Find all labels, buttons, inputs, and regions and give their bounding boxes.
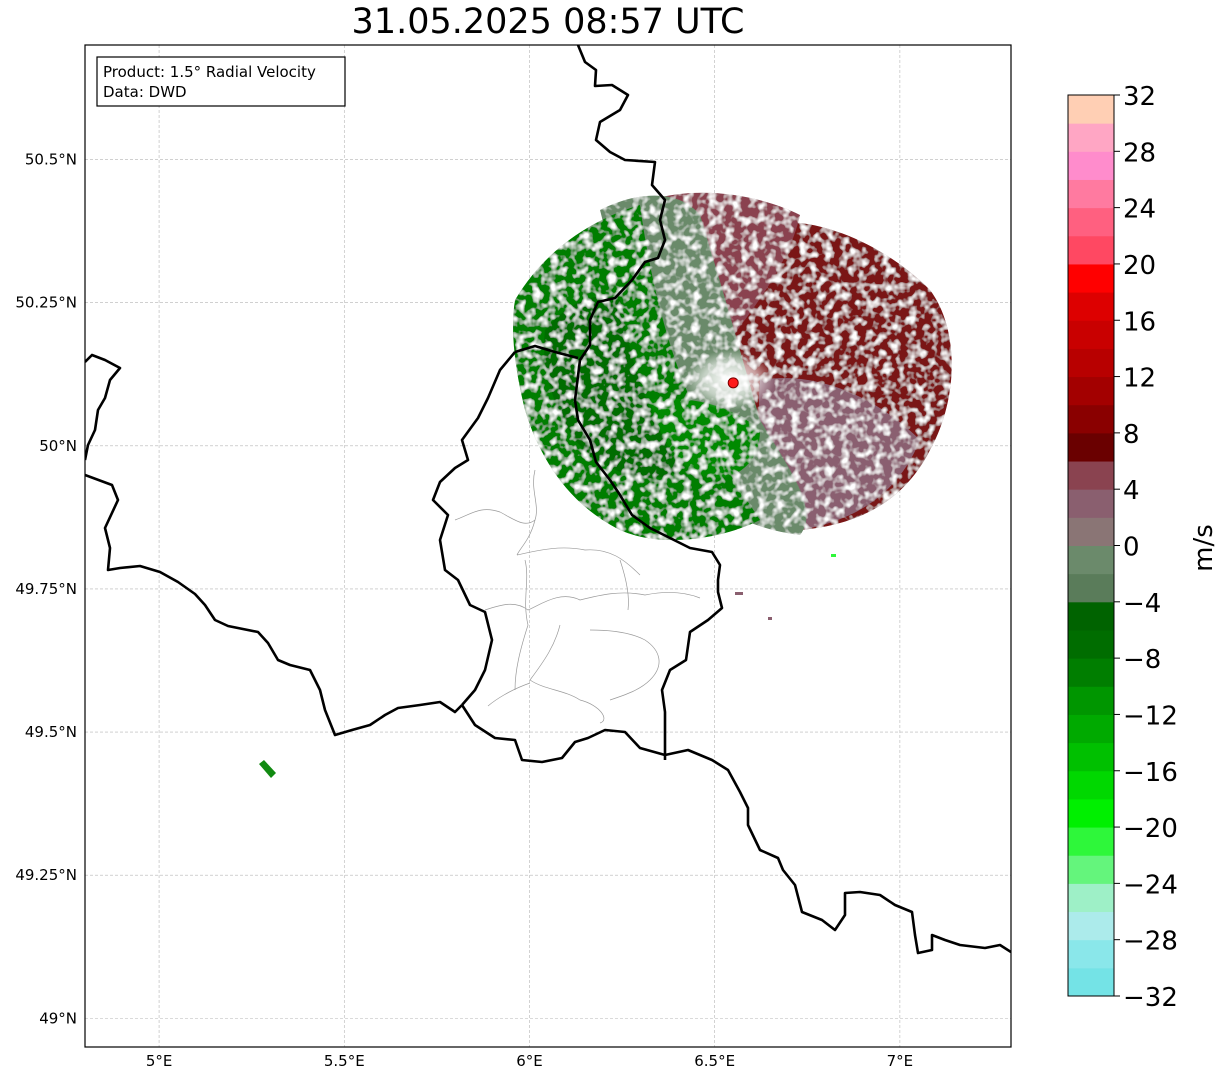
country-borders bbox=[85, 45, 1011, 955]
latitude-tick-labels: 49°N 49.25°N 49.5°N 49.75°N 50°N 50.25°N 50.5°… bbox=[15, 151, 77, 1028]
colorbar-tick-label: −20 bbox=[1123, 814, 1178, 844]
longitude-tick-label: 6°E bbox=[516, 1052, 543, 1070]
colorbar-unit-label: m/s bbox=[1189, 524, 1219, 572]
map-title: 31.05.2025 08:57 UTC bbox=[351, 2, 745, 42]
inbound-core-region bbox=[650, 398, 760, 479]
inbound-strong-region bbox=[544, 296, 680, 479]
small-echo bbox=[831, 554, 836, 557]
colorbar-swatch bbox=[1068, 235, 1114, 265]
colorbar-ticks: 32 28 24 20 16 12 8 4 0 −4 −8 −12 −16 −20 −24 −28 −32 bbox=[1114, 82, 1178, 1013]
longitude-tick-label: 5.5°E bbox=[324, 1052, 365, 1070]
small-echo bbox=[259, 760, 276, 778]
info-box: Product: 1.5° Radial Velocity Data: DWD bbox=[96, 56, 346, 107]
canton-boundaries bbox=[454, 469, 701, 724]
border-nw bbox=[85, 353, 122, 461]
colorbar-swatch bbox=[1068, 770, 1114, 800]
border-lu-be bbox=[431, 344, 579, 706]
colorbar-swatch bbox=[1068, 179, 1114, 209]
colorbar-tick-label: 28 bbox=[1123, 138, 1156, 168]
small-echo bbox=[768, 617, 772, 620]
colorbar-swatch bbox=[1068, 151, 1114, 180]
colorbar-tick-label: 4 bbox=[1123, 476, 1140, 506]
colorbar-tick-label: −24 bbox=[1123, 870, 1178, 900]
colorbar-swatch bbox=[1068, 658, 1114, 687]
latitude-tick-label: 50.25°N bbox=[15, 294, 77, 312]
info-product: Product: 1.5° Radial Velocity bbox=[103, 63, 316, 81]
colorbar-tick-label: −8 bbox=[1123, 645, 1161, 675]
colorbar-swatch bbox=[1068, 292, 1114, 321]
colorbar-swatch bbox=[1068, 742, 1114, 772]
colorbar-swatch bbox=[1068, 263, 1114, 293]
colorbar-swatch bbox=[1068, 827, 1114, 856]
colorbar-swatch bbox=[1068, 123, 1114, 152]
colorbar-swatch bbox=[1068, 320, 1114, 349]
colorbar-tick-label: −16 bbox=[1123, 758, 1178, 788]
border-fr-lu-de bbox=[460, 704, 1011, 955]
colorbar-swatch bbox=[1068, 545, 1114, 575]
radar-site-marker bbox=[727, 377, 739, 389]
colorbar-swatch bbox=[1068, 629, 1114, 659]
colorbar: 32 28 24 20 16 12 8 4 0 −4 −8 −12 −16 −20 −24 −28 −32 m/… bbox=[1067, 82, 1219, 1013]
border-de-be-lu bbox=[573, 45, 724, 760]
longitude-tick-labels: 5°E 5.5°E 6°E 6.5°E 7°E bbox=[146, 1052, 913, 1070]
colorbar-swatch bbox=[1068, 883, 1114, 913]
colorbar-tick-label: −12 bbox=[1123, 701, 1178, 731]
colorbar-swatch bbox=[1068, 404, 1114, 434]
colorbar-swatch bbox=[1068, 601, 1114, 631]
colorbar-swatch bbox=[1068, 939, 1114, 969]
longitude-tick-label: 7°E bbox=[887, 1052, 914, 1070]
colorbar-swatches bbox=[1068, 95, 1114, 997]
colorbar-swatch bbox=[1068, 686, 1114, 715]
colorbar-swatch bbox=[1068, 798, 1114, 828]
latitude-tick-label: 49.25°N bbox=[15, 866, 77, 884]
colorbar-swatch bbox=[1068, 573, 1114, 603]
colorbar-swatch bbox=[1068, 432, 1114, 462]
colorbar-swatch bbox=[1068, 207, 1114, 237]
colorbar-swatch bbox=[1068, 348, 1114, 378]
border-be-fr bbox=[85, 473, 463, 737]
colorbar-tick-label: 0 bbox=[1123, 533, 1140, 563]
latitude-tick-label: 49.75°N bbox=[15, 580, 77, 598]
latitude-tick-label: 49.5°N bbox=[25, 723, 77, 741]
colorbar-tick-label: 12 bbox=[1123, 364, 1156, 394]
radar-velocity-field bbox=[259, 192, 952, 778]
small-echo bbox=[735, 592, 743, 595]
colorbar-swatch bbox=[1068, 517, 1114, 546]
colorbar-swatch bbox=[1068, 95, 1114, 124]
info-data-source: Data: DWD bbox=[103, 83, 187, 101]
colorbar-swatch bbox=[1068, 967, 1114, 997]
longitude-tick-label: 5°E bbox=[146, 1052, 173, 1070]
colorbar-swatch bbox=[1068, 489, 1114, 518]
map-frame bbox=[84, 44, 1012, 1048]
colorbar-tick-label: 32 bbox=[1123, 82, 1156, 112]
latitude-tick-label: 50°N bbox=[39, 437, 77, 455]
colorbar-swatch bbox=[1068, 714, 1114, 744]
colorbar-tick-label: 16 bbox=[1123, 307, 1156, 337]
colorbar-tick-label: 24 bbox=[1123, 195, 1156, 225]
longitude-tick-label: 6.5°E bbox=[694, 1052, 735, 1070]
colorbar-tick-label: 20 bbox=[1123, 251, 1156, 281]
latitude-tick-label: 50.5°N bbox=[25, 151, 77, 169]
colorbar-tick-label: −28 bbox=[1123, 927, 1178, 957]
colorbar-tick-label: −4 bbox=[1123, 589, 1161, 619]
colorbar-swatch bbox=[1068, 911, 1114, 941]
map-area bbox=[85, 45, 1011, 1047]
colorbar-swatch bbox=[1068, 461, 1114, 490]
colorbar-tick-label: 8 bbox=[1123, 420, 1140, 450]
colorbar-swatch bbox=[1068, 855, 1114, 884]
colorbar-swatch bbox=[1068, 376, 1114, 406]
colorbar-tick-label: −32 bbox=[1123, 983, 1178, 1013]
latitude-tick-label: 49°N bbox=[39, 1009, 77, 1027]
